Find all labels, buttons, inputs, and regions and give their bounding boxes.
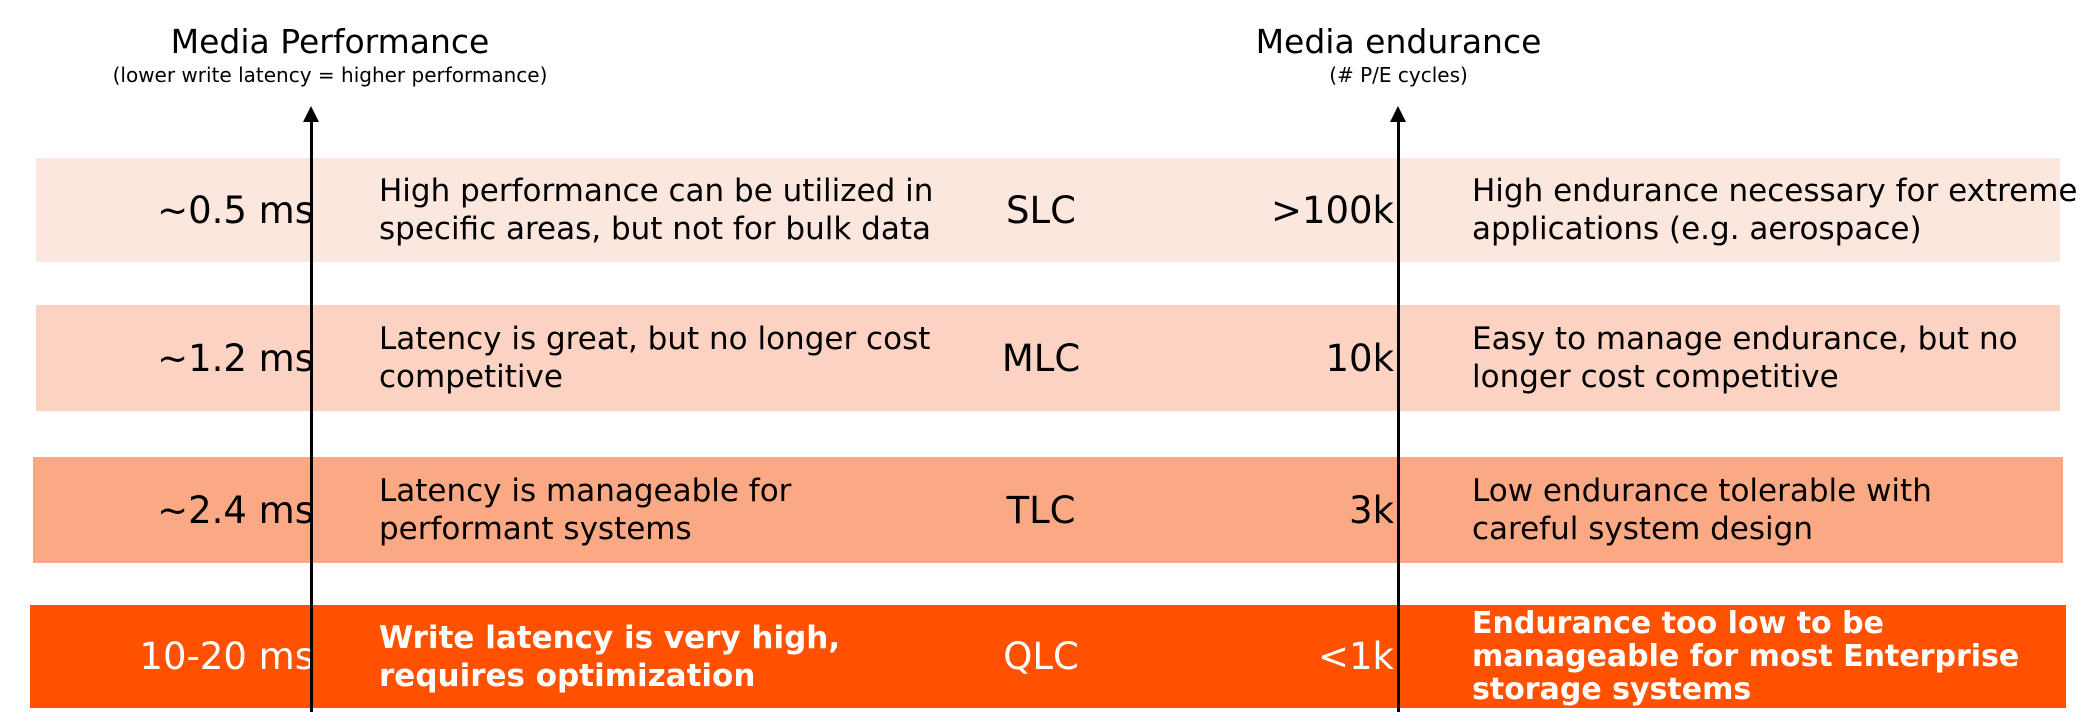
performance-note-line: performant systems xyxy=(379,511,692,547)
endurance-note: Low endurance tolerable with careful sys… xyxy=(1472,457,1932,563)
endurance-note-line: applications (e.g. aerospace) xyxy=(1472,211,1922,247)
media-endurance-title: Media endurance xyxy=(1255,22,1542,61)
cell-type-label: SLC xyxy=(1006,188,1076,232)
endurance-value: <1k xyxy=(1318,635,1394,678)
cell-type-label: TLC xyxy=(1006,488,1076,532)
performance-note: Latency is great, but no longer cost com… xyxy=(379,305,930,411)
endurance-axis-arrowhead xyxy=(1390,106,1406,122)
endurance-value: 3k xyxy=(1349,488,1394,532)
endurance-note: Easy to manage endurance, but no longer … xyxy=(1472,305,2018,411)
endurance-note-line: manageable for most Enterprise xyxy=(1472,639,2020,674)
endurance-note-line: longer cost competitive xyxy=(1472,359,1839,395)
row-qlc: 10-20 ms Write latency is very high, req… xyxy=(30,605,2066,708)
performance-axis-line xyxy=(310,122,313,712)
media-performance-subtitle: (lower write latency = higher performanc… xyxy=(112,63,548,87)
performance-note-line: requires optimization xyxy=(379,657,756,694)
endurance-note-line: careful system design xyxy=(1472,511,1813,547)
media-performance-title: Media Performance xyxy=(170,22,490,61)
endurance-value: 10k xyxy=(1325,336,1394,380)
row-slc: ~0.5 ms High performance can be utilized… xyxy=(36,158,2078,262)
performance-note-line: Latency is manageable for xyxy=(379,473,792,509)
latency-value: 10-20 ms xyxy=(139,635,314,678)
performance-note: Latency is manageable for performant sys… xyxy=(379,457,791,563)
endurance-note: High endurance necessary for extreme app… xyxy=(1472,158,2078,262)
endurance-note-line: Easy to manage endurance, but no xyxy=(1472,321,2018,357)
performance-note-line: Write latency is very high, xyxy=(379,619,841,656)
media-endurance-header: Media endurance (# P/E cycles) xyxy=(1160,22,1637,88)
performance-axis-arrowhead xyxy=(303,106,319,122)
media-performance-header: Media Performance (lower write latency =… xyxy=(0,22,660,88)
row-mlc: ~1.2 ms Latency is great, but no longer … xyxy=(36,305,2060,411)
endurance-axis-line xyxy=(1397,122,1400,712)
endurance-note: Endurance too low to be manageable for m… xyxy=(1472,605,2019,708)
performance-note-line: Latency is great, but no longer cost xyxy=(379,321,931,357)
endurance-note-line: Endurance too low to be xyxy=(1472,606,1884,641)
latency-value: ~1.2 ms xyxy=(157,336,314,380)
latency-value: ~2.4 ms xyxy=(157,488,314,532)
performance-note-line: competitive xyxy=(379,359,563,395)
performance-note-line: specific areas, but not for bulk data xyxy=(379,211,931,247)
media-endurance-subtitle: (# P/E cycles) xyxy=(1329,63,1468,87)
performance-note: High performance can be utilized in spec… xyxy=(379,158,933,262)
performance-note-line: High performance can be utilized in xyxy=(379,173,934,209)
row-tlc: ~2.4 ms Latency is manageable for perfor… xyxy=(33,457,2063,563)
cell-type-label: QLC xyxy=(1003,635,1079,678)
latency-value: ~0.5 ms xyxy=(157,188,314,232)
endurance-value: >100k xyxy=(1270,188,1394,232)
endurance-note-line: High endurance necessary for extreme xyxy=(1472,173,2078,209)
endurance-note-line: storage systems xyxy=(1472,672,1752,707)
endurance-note-line: Low endurance tolerable with xyxy=(1472,473,1932,509)
performance-note: Write latency is very high, requires opt… xyxy=(379,605,840,708)
cell-type-label: MLC xyxy=(1001,336,1081,380)
